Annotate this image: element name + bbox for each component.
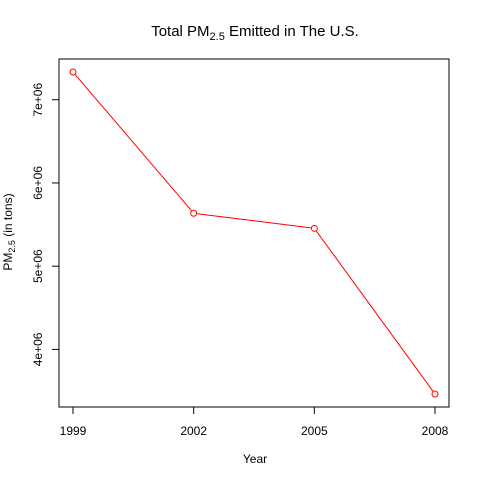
chart-title: Total PM2.5 Emitted in The U.S. bbox=[151, 23, 359, 43]
y-tick-label: 6e+06 bbox=[31, 166, 45, 200]
data-point bbox=[310, 224, 318, 232]
data-point bbox=[431, 390, 439, 398]
series-line-segment bbox=[197, 213, 311, 229]
x-tick-label: 2005 bbox=[301, 424, 328, 438]
data-point bbox=[190, 209, 198, 217]
data-point bbox=[69, 68, 77, 76]
x-tick-label: 2002 bbox=[180, 424, 207, 438]
x-tick-label: 1999 bbox=[60, 424, 87, 438]
x-axis-title: Year bbox=[243, 452, 267, 466]
series-line-segment bbox=[315, 230, 434, 392]
x-axis: 1999 2002 2005 2008 bbox=[60, 406, 449, 438]
x-tick-label: 2008 bbox=[422, 424, 449, 438]
series-pm25 bbox=[69, 68, 439, 398]
series-line-segment bbox=[74, 74, 192, 211]
y-axis: 4e+06 5e+06 6e+06 7e+06 bbox=[31, 83, 60, 366]
y-tick-label: 7e+06 bbox=[31, 83, 45, 117]
y-axis-title: PM2.5 (in tons) bbox=[1, 193, 17, 270]
y-tick-label: 4e+06 bbox=[31, 332, 45, 366]
y-tick-label: 5e+06 bbox=[31, 249, 45, 283]
